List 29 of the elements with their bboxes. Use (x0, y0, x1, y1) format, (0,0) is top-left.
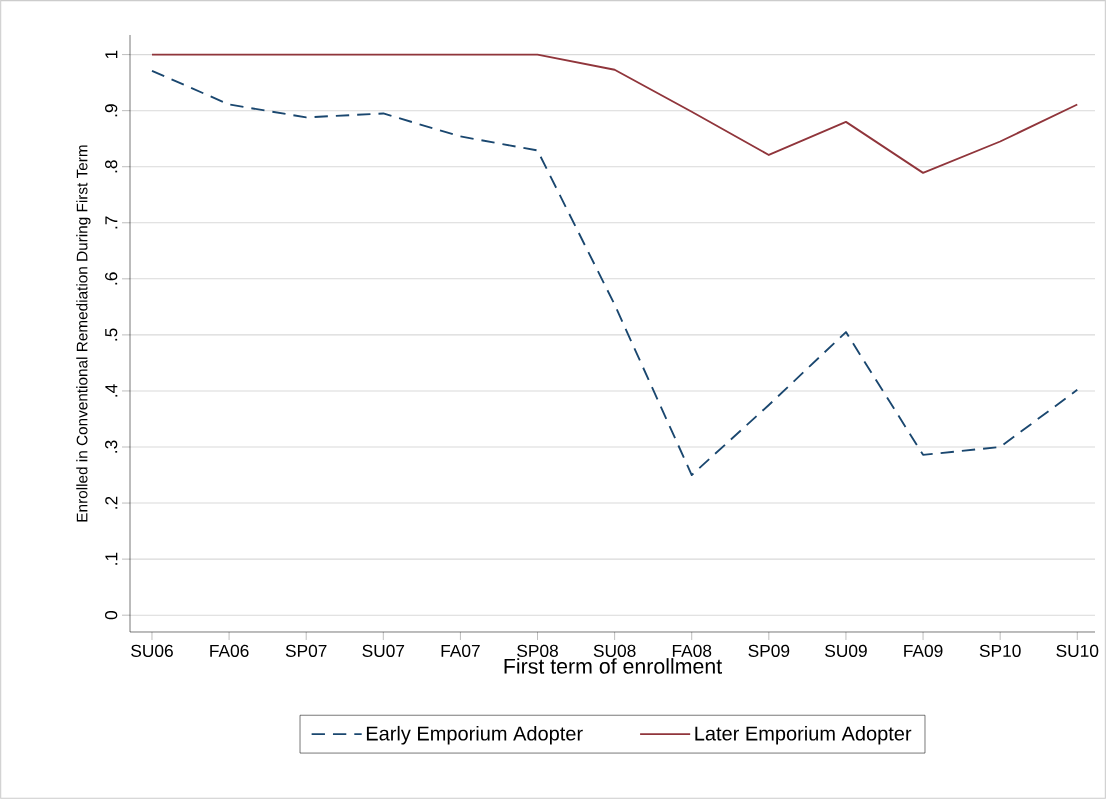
y-tick-label: 0 (105, 611, 118, 620)
x-tick-label: SU10 (1056, 644, 1099, 657)
y-tick-label: .3 (105, 440, 118, 453)
x-tick-label: SU07 (362, 644, 405, 657)
legend-label: Later Emporium Adopter (695, 725, 912, 745)
x-tick-label: SP10 (979, 644, 1021, 657)
y-tick-label: .2 (105, 496, 118, 509)
y-tick-label: .7 (105, 216, 118, 229)
x-tick-label: FA09 (904, 644, 943, 657)
y-tick-label: .9 (105, 104, 118, 117)
x-tick-label: SP08 (517, 644, 558, 657)
x-tick-label: FA06 (210, 644, 249, 657)
y-tick-label: 1 (105, 50, 118, 59)
x-tick-label: FA08 (672, 644, 712, 657)
line-series (151, 69, 1079, 476)
x-tick-label: SU08 (593, 644, 636, 657)
x-tick-label: SU09 (825, 644, 867, 657)
x-tick-label: SP07 (285, 644, 327, 657)
y-tick-label: .1 (105, 552, 118, 565)
x-tick-label: FA07 (441, 644, 480, 657)
y-tick-label: .8 (105, 160, 118, 173)
x-axis-title: First term of enrollment (504, 658, 722, 674)
y-tick-label: .5 (105, 328, 118, 341)
x-tick-label: SU06 (131, 644, 173, 657)
x-tick-label: SP09 (748, 644, 790, 657)
y-tick-label: .6 (105, 272, 118, 285)
y-axis-title: Enrolled in Conventional Remediation During First Term (76, 145, 91, 522)
legend-label: Early Emporium Adopter (366, 725, 583, 745)
y-tick-label: .4 (105, 384, 118, 397)
